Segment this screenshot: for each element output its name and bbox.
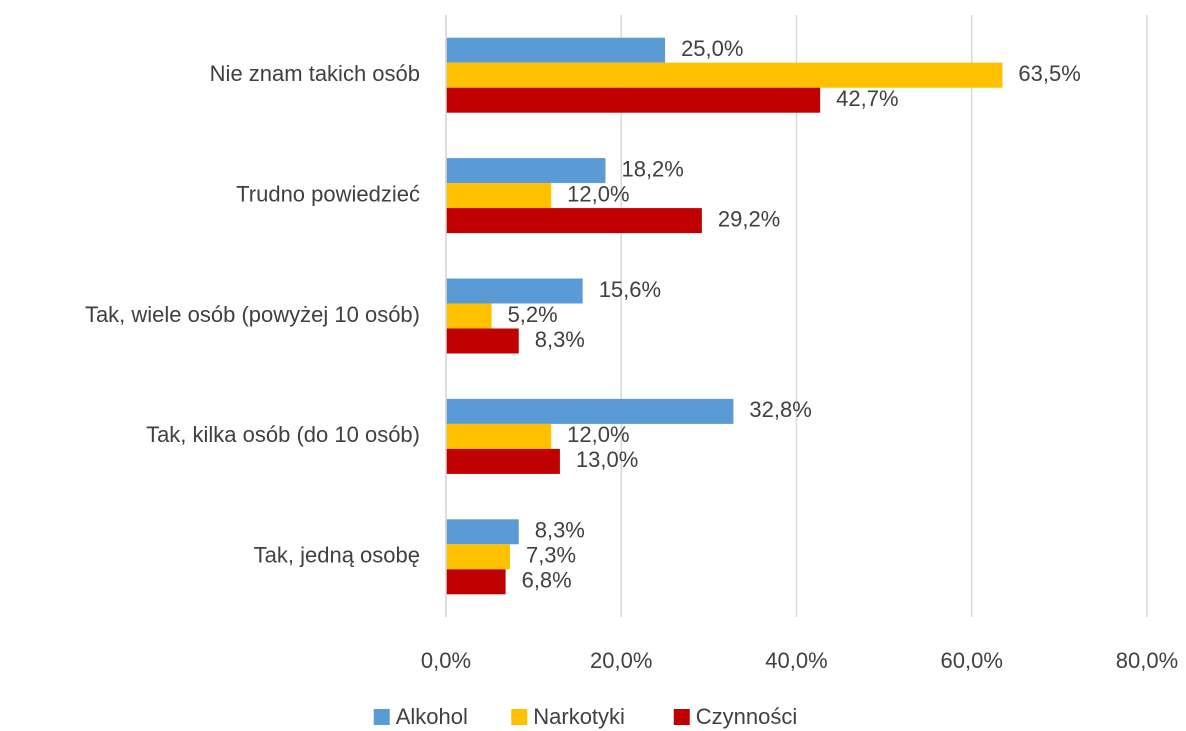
data-label: 12,0%: [567, 422, 629, 447]
data-label: 42,7%: [836, 86, 898, 111]
data-label: 8,3%: [535, 327, 585, 352]
bar: [446, 62, 1003, 88]
bar: [446, 158, 606, 184]
bar: [446, 208, 702, 234]
x-tick-label: 40,0%: [765, 648, 827, 673]
bar: [446, 398, 734, 424]
bar: [446, 544, 510, 570]
legend-swatch: [673, 709, 690, 725]
data-label: 63,5%: [1018, 61, 1080, 86]
data-label: 5,2%: [508, 302, 558, 327]
y-tick-label: Tak, jedną osobę: [254, 543, 420, 568]
data-label: 18,2%: [621, 156, 683, 181]
data-label: 25,0%: [681, 36, 743, 61]
data-label: 13,0%: [576, 447, 638, 472]
bar: [446, 519, 519, 545]
bar: [446, 328, 519, 354]
x-tick-label: 60,0%: [941, 648, 1003, 673]
bar: [446, 448, 560, 474]
data-label: 6,8%: [522, 568, 572, 593]
bar: [446, 569, 506, 595]
y-tick-label: Tak, kilka osób (do 10 osób): [146, 422, 420, 447]
data-label: 32,8%: [749, 397, 811, 422]
legend-label: Czynności: [696, 704, 797, 729]
y-tick-label: Nie znam takich osób: [210, 61, 420, 86]
data-label: 12,0%: [567, 181, 629, 206]
legend-swatch: [511, 709, 528, 725]
x-tick-label: 20,0%: [590, 648, 652, 673]
bar: [446, 423, 552, 449]
y-tick-label: Tak, wiele osób (powyżej 10 osób): [85, 302, 420, 327]
legend-label: Alkohol: [396, 704, 468, 729]
bar: [446, 37, 666, 63]
data-label: 8,3%: [535, 518, 585, 543]
legend-label: Narkotyki: [533, 704, 625, 729]
data-label: 15,6%: [599, 277, 661, 302]
bar: [446, 183, 552, 209]
y-tick-label: Trudno powiedzieć: [236, 181, 420, 206]
x-tick-label: 0,0%: [421, 648, 471, 673]
legend-swatch: [373, 709, 390, 725]
bar: [446, 278, 583, 304]
bar: [446, 303, 492, 329]
bar: [446, 87, 821, 113]
data-label: 29,2%: [718, 206, 780, 231]
x-tick-label: 80,0%: [1116, 648, 1178, 673]
data-label: 7,3%: [526, 543, 576, 568]
